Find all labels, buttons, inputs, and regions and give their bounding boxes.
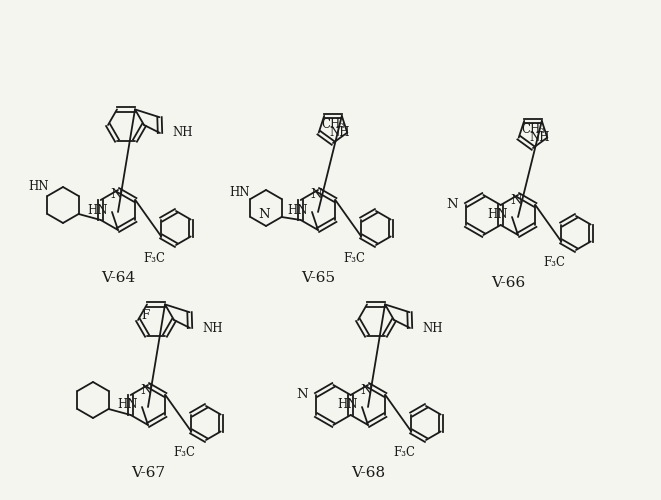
Text: N: N: [110, 188, 122, 202]
Text: F₃C: F₃C: [543, 256, 565, 270]
Text: NH: NH: [202, 322, 223, 334]
Text: N: N: [360, 384, 371, 396]
Text: N: N: [296, 388, 308, 402]
Text: N: N: [258, 208, 270, 222]
Text: N: N: [140, 384, 152, 396]
Text: N: N: [510, 194, 522, 206]
Text: CH₃: CH₃: [521, 123, 545, 136]
Text: NH: NH: [172, 126, 192, 140]
Text: HN: HN: [229, 186, 250, 198]
Text: HN: HN: [338, 398, 358, 411]
Text: N: N: [310, 188, 322, 202]
Text: F: F: [141, 308, 149, 322]
Text: HN: HN: [488, 208, 508, 222]
Text: F₃C: F₃C: [343, 252, 365, 264]
Text: F₃C: F₃C: [393, 446, 415, 460]
Text: HN: HN: [118, 398, 138, 411]
Text: N: N: [446, 198, 458, 211]
Text: V-68: V-68: [351, 466, 385, 480]
Text: NH: NH: [330, 126, 350, 139]
Text: V-65: V-65: [301, 271, 335, 285]
Text: CH₃: CH₃: [321, 118, 345, 131]
Text: HN: HN: [88, 204, 108, 216]
Text: NH: NH: [529, 131, 550, 144]
Text: F₃C: F₃C: [143, 252, 165, 264]
Text: V-66: V-66: [491, 276, 525, 290]
Text: NH: NH: [422, 322, 442, 334]
Text: HN: HN: [28, 180, 49, 194]
Text: V-67: V-67: [131, 466, 165, 480]
Text: V-64: V-64: [101, 271, 135, 285]
Text: HN: HN: [288, 204, 308, 216]
Text: F₃C: F₃C: [173, 446, 195, 460]
